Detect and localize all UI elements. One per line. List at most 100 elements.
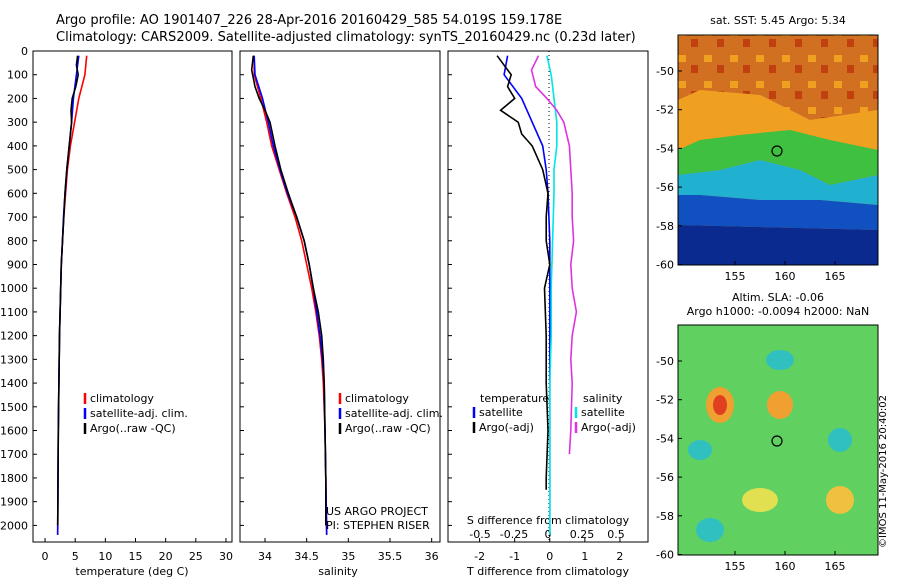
legend-label: satellite [479,406,523,419]
sst-blue-region [678,195,878,230]
depth-tick-label: 700 [7,211,28,224]
salinity-axes [239,50,441,543]
map-lat-label: -58 [656,510,674,523]
salinity-panel: 34 34.5 35 35.5 36 salinity climatology satel… [239,50,443,578]
difference-legend: temperature salinitysatelliteArgo(-adj)sa… [472,392,636,434]
map-lat-label: -60 [656,259,674,272]
x-tick-label: 15 [129,550,143,563]
sst-mid-region [678,90,878,150]
sst-green-region [678,130,878,185]
depth-tick-label: 600 [7,187,28,200]
sla-negative-anomaly [766,350,794,370]
sla-map-frame [677,324,879,556]
sla-negative-anomaly [688,440,712,460]
x-tick-label: 35.5 [378,550,403,563]
map-lon-label: 155 [725,270,746,283]
t-difference-label: T difference from climatology [466,565,629,578]
legend-temperature-header: temperature [480,392,549,405]
profile-title: Argo profile: AO 1901407_226 28-Apr-2016… [56,13,563,28]
salinity-legend: climatology satellite-adj. clim. Argo(..ra… [338,392,443,435]
map-lat-label: -52 [656,394,674,407]
imos-stamp: ©IMOS 11-May-2016 20:40:02 [878,395,889,548]
sla-map-subtitle: Argo h1000: -0.0094 h2000: NaN [686,305,870,318]
x-tick-label: 0 [42,550,49,563]
depth-tick-label: 400 [7,140,28,153]
sla-map-axes: 155 160 165 -50 -52 -54 -56 -58 -60 [656,355,845,573]
map-lat-label: -50 [656,355,674,368]
series-line [253,55,328,535]
series-line [530,55,578,455]
series-line [503,55,551,535]
sla-negative-anomaly [828,428,852,452]
pi-annotation: PI: STEPHEN RISER [326,519,430,532]
depth-tick-label: 1400 [0,377,28,390]
s-difference-label: S difference from climatology [467,514,630,527]
salinity-diff-tick-label: 0 [545,528,552,541]
depth-tick-label: 100 [7,69,28,82]
salinity-diff-tick-label: 0.5 [607,528,625,541]
legend-label: Argo(-adj) [581,421,636,434]
depth-tick-label: 0 [21,45,28,58]
sla-positive-anomaly [826,486,854,514]
depth-axis: 0 100 200 300 400 500 600 700 800 900 1000 1100 1200… [0,45,452,532]
sla-positive-anomaly [767,391,793,419]
x-tick-label: 1 [581,550,588,563]
temperature-axes [32,50,233,543]
legend-label: Argo(-adj) [479,421,534,434]
depth-tick-label: 1600 [0,425,28,438]
x-tick-label: 35 [341,550,355,563]
series-line [250,55,327,526]
x-tick-label: 25 [189,550,203,563]
map-lon-label: 160 [775,560,796,573]
sst-warm-region [678,35,878,120]
x-tick-label: 36 [425,550,439,563]
depth-tick-label: 1800 [0,472,28,485]
sla-peak-anomaly [713,395,727,415]
map-lat-label: -54 [656,432,674,445]
legend-label: satellite [581,406,625,419]
series-line [253,55,328,535]
map-lat-label: -56 [656,181,674,194]
salinity-xlabel: salinity [318,565,358,578]
depth-tick-label: 800 [7,235,28,248]
salinity-x-axis: 34 34.5 35 35.5 36 [258,538,439,563]
sla-map-title: Altim. SLA: -0.06 [731,291,825,304]
sst-map-frame [677,34,879,266]
difference-panel: -2 -1 0 1 2 -0.5 -0.25 0 0.25 0.5 S difference fr… [447,50,649,578]
climatology-title: Climatology: CARS2009. Satellite-adjuste… [56,30,636,45]
salinity-diff-tick-label: -0.25 [500,528,528,541]
depth-tick-label: 2000 [0,519,28,532]
map-lon-label: 155 [725,560,746,573]
temperature-legend: climatology satellite-adj. clim. Argo(..ra… [83,392,188,435]
depth-tick-label: 1500 [0,401,28,414]
temperature-panel: 0100200300400500600700800900100011001200… [0,45,452,578]
x-tick-label: 2 [616,550,623,563]
difference-x-axis: -2 -1 0 1 2 -0.5 -0.25 0 0.25 0.5 [469,528,624,563]
depth-tick-label: 200 [7,92,28,105]
depth-tick-label: 1000 [0,282,28,295]
depth-tick-label: 1200 [0,330,28,343]
series-line [56,55,88,535]
legend-label: satellite-adj. clim. [90,407,188,420]
project-annotation: US ARGO PROJECT [326,505,428,518]
map-lat-label: -50 [656,65,674,78]
sla-negative-anomaly [696,518,724,542]
series-line [56,55,80,526]
legend-label: climatology [345,392,409,405]
x-tick-label: 5 [72,550,79,563]
sst-deep-blue-region [678,225,878,265]
depth-tick-label: 1100 [0,306,28,319]
sla-positive-anomaly [742,488,778,512]
sst-map: 155 160 165 -50 -52 -54 -56 -58 -60 [656,34,879,283]
temperature-x-axis: 0 5 10 15 20 25 30 [42,538,233,563]
sst-argo-marker [771,145,783,157]
depth-tick-label: 500 [7,164,28,177]
map-lon-label: 165 [825,560,846,573]
map-lon-label: 160 [775,270,796,283]
series-line [496,55,551,490]
salinity-diff-tick-label: -0.5 [469,528,490,541]
legend-label: satellite-adj. clim. [345,407,443,420]
legend-salinity-header: salinity [583,392,623,405]
x-tick-label: 34.5 [294,550,319,563]
